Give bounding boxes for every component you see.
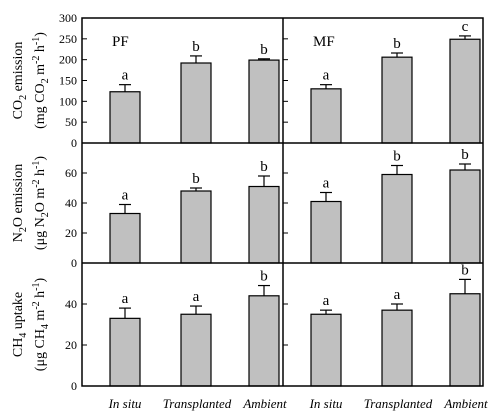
y-tick-label: 60 xyxy=(65,166,77,180)
y-axis-label-group: CO2 emission(mg CO2 m-2 h-1) xyxy=(11,32,51,129)
bar xyxy=(310,313,342,387)
y-tick-label: 100 xyxy=(59,94,77,108)
bar xyxy=(449,38,481,144)
x-category-label: In situ xyxy=(108,396,142,411)
significance-letter: a xyxy=(122,188,129,204)
y-axis-label: CH4 uptake xyxy=(11,292,29,357)
y-tick-label: 0 xyxy=(71,379,77,393)
y-tick-label: 20 xyxy=(65,226,77,240)
bar xyxy=(381,173,413,264)
y-axis-label: N2O emission xyxy=(11,164,29,243)
y-tick-label: 20 xyxy=(65,338,77,352)
x-category-label: In situ xyxy=(309,396,343,411)
significance-letter: b xyxy=(461,147,469,163)
y-axis-unit-label: (μg CH4 m-2 h-1) xyxy=(31,277,51,371)
significance-letter: c xyxy=(462,19,469,35)
y-axis-unit-label: (μg N2O m-2 h-1) xyxy=(31,156,51,251)
bar xyxy=(310,200,342,264)
x-category-label: Ambient xyxy=(242,396,287,411)
bar xyxy=(180,62,212,144)
significance-letter: b xyxy=(260,269,268,285)
bar xyxy=(248,59,280,144)
significance-letter: a xyxy=(323,68,330,84)
significance-letter: b xyxy=(192,39,200,55)
bar xyxy=(381,309,413,387)
y-axis-label: CO2 emission xyxy=(11,42,29,120)
bar xyxy=(109,317,141,387)
significance-letter: b xyxy=(260,42,268,58)
y-tick-label: 150 xyxy=(59,74,77,88)
bar xyxy=(310,88,342,144)
significance-letter: b xyxy=(260,159,268,175)
significance-letter: a xyxy=(323,293,330,309)
bar xyxy=(248,295,280,387)
x-category-label: Transplanted xyxy=(364,396,433,411)
y-tick-label: 200 xyxy=(59,53,77,67)
bar xyxy=(381,56,413,144)
panel-site-label: MF xyxy=(313,34,335,50)
y-tick-label: 0 xyxy=(71,136,77,150)
significance-letter: a xyxy=(323,176,330,192)
y-tick-label: 40 xyxy=(65,196,77,210)
y-tick-label: 250 xyxy=(59,32,77,46)
panel-site-label: PF xyxy=(112,34,129,50)
x-category-label: Transplanted xyxy=(163,396,232,411)
y-tick-label: 50 xyxy=(65,115,77,129)
bar xyxy=(180,313,212,387)
significance-letter: a xyxy=(122,68,129,84)
significance-letter: b xyxy=(393,36,401,52)
bar xyxy=(248,185,280,264)
significance-letter: a xyxy=(122,291,129,307)
y-axis-unit-label: (mg CO2 m-2 h-1) xyxy=(31,32,51,129)
y-tick-label: 300 xyxy=(59,11,77,25)
bar xyxy=(109,91,141,144)
significance-letter: b xyxy=(393,149,401,165)
bar xyxy=(180,190,212,264)
bar xyxy=(449,293,481,387)
significance-letter: b xyxy=(192,171,200,187)
y-axis-label-group: N2O emission(μg N2O m-2 h-1) xyxy=(11,156,51,251)
significance-letter: a xyxy=(193,289,200,305)
y-tick-label: 0 xyxy=(71,256,77,270)
significance-letter: b xyxy=(461,262,469,278)
significance-letter: a xyxy=(394,287,401,303)
y-axis-label-group: CH4 uptake(μg CH4 m-2 h-1) xyxy=(11,277,51,371)
y-tick-label: 40 xyxy=(65,297,77,311)
bar xyxy=(449,169,481,264)
bar xyxy=(109,212,141,264)
x-category-label: Ambient xyxy=(443,396,488,411)
